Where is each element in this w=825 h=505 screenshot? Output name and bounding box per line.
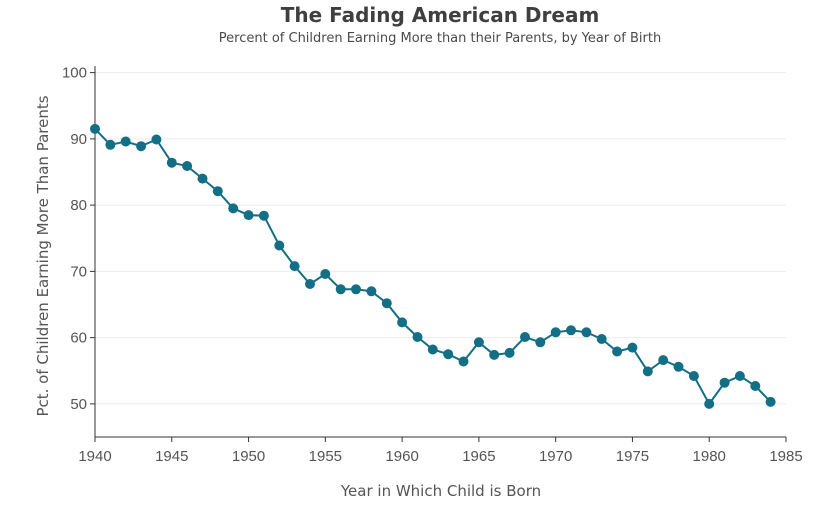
data-point [642, 366, 653, 377]
data-point [182, 161, 193, 171]
data-point [166, 157, 177, 168]
data-point [289, 261, 300, 272]
chart-title: The Fading American Dream [281, 3, 600, 27]
data-point [704, 398, 715, 409]
data-point [673, 361, 684, 372]
axes: 50 60 70 80 90 100 1940 1945 1950 1955 1960 1965 197… [62, 65, 803, 465]
data-point [335, 284, 346, 295]
data-point [320, 269, 331, 279]
x-tick-label: 1940 [78, 448, 111, 465]
x-tick-label: 1965 [462, 448, 495, 465]
data-point [105, 139, 116, 150]
data-point [566, 325, 576, 336]
series-line [94, 128, 772, 406]
y-tick-label: 70 [70, 263, 87, 280]
data-point [535, 337, 546, 348]
data-point [750, 381, 761, 391]
data-point [765, 396, 776, 407]
chart-subtitle: Percent of Children Earning More than th… [219, 31, 661, 46]
x-tick-label: 1970 [539, 448, 572, 465]
data-point [366, 286, 377, 297]
x-tick-label: 1950 [232, 448, 265, 465]
data-point [305, 279, 315, 289]
data-point [197, 173, 208, 184]
x-tick-label: 1955 [309, 448, 342, 465]
data-point [734, 371, 745, 381]
gridlines [95, 72, 786, 405]
data-point [351, 284, 361, 295]
data-point [581, 327, 592, 338]
data-point [274, 240, 285, 251]
y-tick-label: 80 [70, 197, 87, 214]
data-point [258, 210, 269, 221]
data-point [397, 317, 408, 328]
x-tick-label: 1975 [616, 448, 649, 465]
data-point [151, 134, 162, 145]
data-point [627, 342, 638, 353]
data-point [473, 337, 484, 348]
x-tick-label: 1960 [385, 448, 418, 465]
data-point [412, 332, 423, 342]
data-point [504, 347, 515, 358]
data-point [719, 377, 730, 388]
data-point [381, 298, 392, 309]
y-tick-label: 100 [62, 65, 87, 82]
y-tick-label: 50 [70, 396, 87, 413]
y-axis-label: Pct. of Children Earning More Than Paren… [34, 95, 52, 416]
x-axis-label: Year in Which Child is Born [340, 482, 541, 500]
data-point [458, 356, 469, 367]
data-point [520, 332, 530, 342]
data-point [658, 355, 669, 366]
data-point [243, 210, 254, 221]
data-point [489, 349, 500, 360]
data-point [427, 344, 438, 355]
data-point [212, 186, 223, 197]
x-tick-label: 1985 [769, 448, 802, 465]
data-point [90, 123, 100, 134]
data-point [136, 141, 147, 152]
data-point [120, 136, 131, 147]
data-point [550, 327, 561, 338]
data-point [228, 203, 239, 214]
y-tick-label: 90 [70, 131, 87, 148]
x-tick-label: 1980 [693, 448, 726, 465]
x-tick-label: 1945 [155, 448, 188, 465]
data-point [596, 334, 607, 344]
data-point [443, 349, 454, 360]
data-point [688, 371, 699, 381]
data-point [612, 346, 623, 357]
data-series [90, 123, 776, 409]
y-tick-label: 60 [70, 330, 87, 347]
